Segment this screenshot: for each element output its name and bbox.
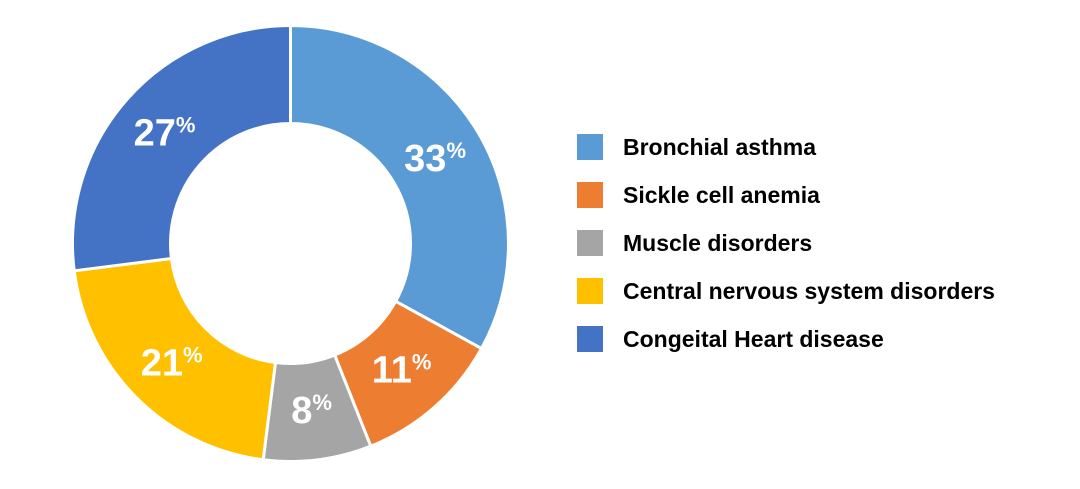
legend-swatch-icon [577, 182, 603, 208]
legend-item: Muscle disorders [577, 230, 995, 256]
legend-swatch-icon [577, 278, 603, 304]
legend-item: Central nervous system disorders [577, 278, 995, 304]
pie-slice-4 [72, 257, 277, 462]
legend-swatch-icon [577, 230, 603, 256]
legend-item: Sickle cell anemia [577, 182, 995, 208]
legend-swatch-icon [577, 326, 603, 352]
slice-value-label: 21% [141, 342, 203, 384]
donut-chart-svg: 33% 11% 8% 21% 27% [71, 24, 510, 463]
pie-slice-5 [71, 24, 292, 273]
legend-item: Bronchial asthma [577, 134, 995, 160]
legend-swatch-icon [577, 134, 603, 160]
donut-chart: 33% 11% 8% 21% 27% [71, 24, 510, 463]
legend-label: Sickle cell anemia [623, 182, 820, 208]
legend-label: Muscle disorders [623, 230, 813, 256]
slice-value-label: 8% [291, 390, 332, 432]
legend: Bronchial asthma Sickle cell anemia Muscle… [577, 134, 995, 352]
legend-label: Central nervous system disorders [623, 278, 995, 304]
slice-value-label: 33% [404, 138, 466, 180]
legend-label: Congeital Heart disease [623, 326, 884, 352]
legend-label: Bronchial asthma [623, 134, 816, 160]
slice-value-label: 27% [134, 112, 196, 154]
pie-slice-1 [289, 24, 510, 351]
slice-value-label: 11% [372, 350, 432, 392]
legend-item: Congeital Heart disease [577, 326, 995, 352]
